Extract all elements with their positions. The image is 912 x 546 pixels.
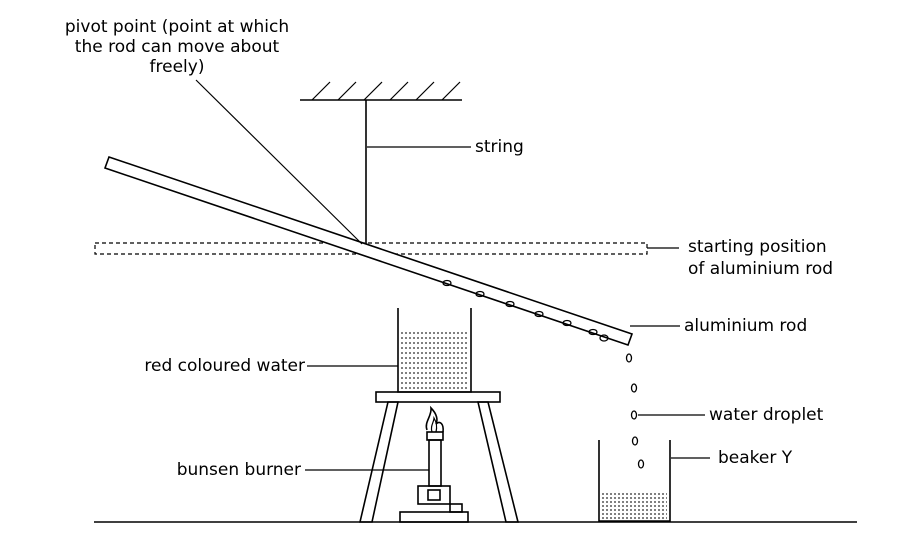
beaker-y (598, 440, 671, 522)
falling-droplets (625, 353, 645, 469)
red-water-label: red coloured water (144, 356, 305, 376)
leader-lines (195, 79, 710, 471)
starting-position-label-line1: starting position (688, 237, 827, 257)
water-droplet-label: water droplet (709, 405, 824, 425)
beaker-y-label: beaker Y (718, 448, 793, 468)
string-label: string (475, 137, 524, 157)
bunsen-burner-label: bunsen burner (177, 460, 301, 480)
tripod-stand (358, 391, 520, 523)
pivot-label-line1: pivot point (point at which (65, 17, 289, 37)
red-water-beaker (397, 308, 472, 393)
rod-droplets (442, 279, 609, 342)
aluminium-rod-label: aluminium rod (684, 316, 807, 336)
pivot-label-line3: freely) (150, 57, 205, 77)
aluminium-rod (103, 155, 634, 347)
bunsen-burner (399, 405, 469, 523)
starting-position-outline (94, 242, 648, 255)
pivot-label-line2: the rod can move about (75, 37, 280, 57)
starting-position-label-line2: of aluminium rod (688, 259, 833, 279)
ceiling-support (300, 81, 462, 101)
